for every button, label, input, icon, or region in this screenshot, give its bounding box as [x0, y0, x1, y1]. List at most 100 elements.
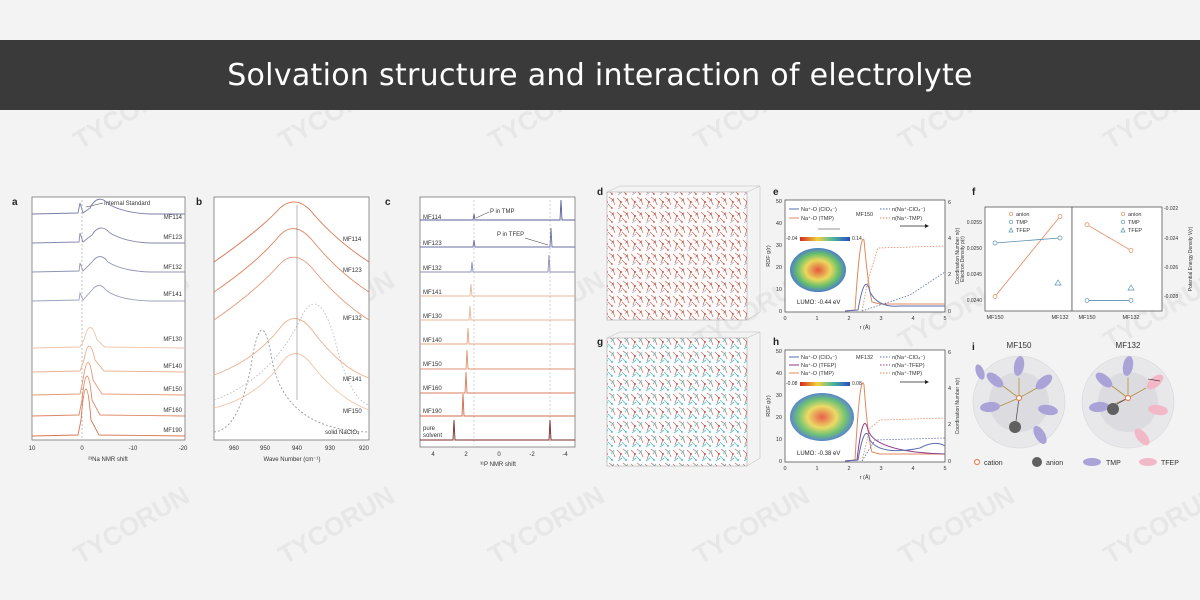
legend-marker [1008, 219, 1014, 225]
legend-item: anion [1128, 212, 1141, 218]
watermark: TYCORUN [273, 110, 399, 155]
x-axis-label: r (Å) [860, 324, 871, 331]
tick-label: 2 [847, 466, 850, 472]
cluster-title: MF132 [1116, 341, 1141, 350]
panel-letter: b [196, 197, 202, 208]
spectrum-line [420, 349, 575, 370]
banner-title: Solvation structure and interaction of e… [227, 57, 973, 93]
tick-label: 2 [948, 422, 951, 428]
annotation-arrow [524, 237, 549, 246]
y-axis-label-right: Potential Energy Density V(r) [1188, 226, 1194, 291]
cn-blue [861, 271, 946, 312]
x-axis-label: r (Å) [860, 474, 871, 481]
x-ticks: MF150 MF132 MF150 MF132 [986, 315, 1139, 321]
plot-frame-right [1071, 206, 1163, 312]
panel-b: b MF114 MF123 MF132 MF141 MF150 solid Na… [196, 196, 370, 463]
tmp-molecule [1038, 404, 1058, 416]
tick-label: 4 [948, 386, 951, 392]
sample-label: MF160 [423, 386, 442, 392]
spectrum-line [420, 227, 575, 248]
tick-label: 940 [292, 446, 303, 452]
sample-label: MF132 [163, 265, 182, 271]
panel-e: e Na⁺-O (ClO₄⁻) Na⁺-O (TMP) n(Na⁺-ClO₄⁻)… [766, 187, 961, 331]
tick-label: MF150 [986, 315, 1003, 321]
tfep-molecule [1148, 404, 1168, 416]
tick-label: 3 [879, 316, 882, 322]
spectrum-line [213, 318, 370, 379]
watermark: TYCORUN [688, 110, 814, 155]
x-axis-label: ³¹P NMR shift [480, 462, 516, 468]
tick-label: 0 [948, 459, 951, 465]
legend-item: Na⁺-O (ClO₄⁻) [801, 354, 837, 361]
tick-label: -0.024 [1164, 236, 1178, 242]
spectrum-line [213, 256, 370, 321]
tick-label: 40 [776, 221, 782, 227]
scale-min: -0.04 [786, 236, 798, 242]
tmp-icon [1083, 458, 1101, 466]
color-scale [800, 382, 850, 386]
tick-label: MF150 [1078, 315, 1095, 321]
legend-item: Na⁺-O (TFEP) [801, 362, 836, 369]
legend-item: n(Na⁺-TMP) [892, 370, 922, 377]
plot-frame-left [984, 206, 1073, 312]
watermark: TYCORUN [273, 480, 399, 570]
sample-labels: MF114 MF123 MF132 MF141 MF150 solid NaCl… [325, 237, 362, 436]
anion-ball [1107, 403, 1119, 415]
box-edge [606, 331, 761, 467]
cation-ball [1015, 394, 1023, 402]
legend-item: Na⁺-O (TMP) [801, 370, 834, 377]
plot-frame [31, 196, 186, 441]
tick-label: 930 [325, 446, 336, 452]
sample-label: MF123 [423, 241, 442, 247]
legend-marker [1120, 211, 1126, 217]
tick-label: MF132 [1051, 315, 1068, 321]
sample-label: MF150 [856, 212, 873, 218]
spectrum-line [31, 388, 186, 437]
legend-left: anion TMP TFEP [1008, 211, 1030, 234]
sample-label: MF130 [423, 314, 442, 320]
sample-label: MF160 [163, 408, 182, 414]
y-ticks-right: 0 2 4 6 [948, 350, 951, 465]
tick-label: 0 [783, 316, 786, 322]
tick-label: 0 [948, 309, 951, 315]
y-axis-label: RDF g(r) [766, 245, 772, 267]
sample-label: MF114 [423, 215, 442, 221]
sample-label: MF123 [343, 268, 362, 274]
tfep-molecule [1146, 374, 1164, 390]
legend-marker [1008, 227, 1014, 233]
panel-letter: g [597, 337, 603, 348]
tick-label: 1 [815, 316, 818, 322]
tick-label: 0 [779, 459, 782, 465]
tick-label: 0.0240 [967, 298, 983, 304]
tick-label: 2 [464, 452, 468, 458]
tick-label: 50 [776, 349, 782, 355]
sample-label: MF132 [856, 355, 873, 361]
data-point-tmp [1128, 298, 1134, 303]
y-axis-label: RDF g(r) [766, 395, 772, 417]
y-axis-label-right: Coordination Number n(r) [955, 377, 961, 434]
tmp-molecule [1033, 425, 1047, 445]
tick-label: 20 [776, 265, 782, 271]
box-edge [606, 185, 761, 321]
arrow-head [925, 224, 929, 228]
sample-label: MF150 [423, 362, 442, 368]
cn-orange [861, 417, 946, 462]
panel-i: i MF150 MF132 [972, 341, 1179, 467]
tick-label: 6 [948, 350, 951, 356]
tfep-molecule [1134, 428, 1150, 446]
cation-icon [973, 458, 981, 466]
annotation-arrow [475, 211, 490, 219]
arrow-head [925, 380, 929, 384]
panel-g: g [597, 331, 761, 467]
watermark: TYCORUN [1098, 110, 1200, 155]
sample-label: MF190 [423, 409, 442, 415]
scale-max: 0.14 [852, 236, 862, 242]
data-point-tfep [1054, 279, 1062, 286]
spectrum-line [420, 199, 575, 221]
sample-label: solvent [423, 433, 442, 439]
legend-item: TFEP [1128, 228, 1142, 234]
p-nmr-spectra [420, 199, 575, 441]
x-ticks: 960 950 940 930 920 [229, 446, 370, 452]
spectrum-line [31, 362, 186, 396]
legend: Na⁺-O (ClO₄⁻) Na⁺-O (TMP) n(Na⁺-ClO₄⁻) n… [789, 206, 925, 222]
